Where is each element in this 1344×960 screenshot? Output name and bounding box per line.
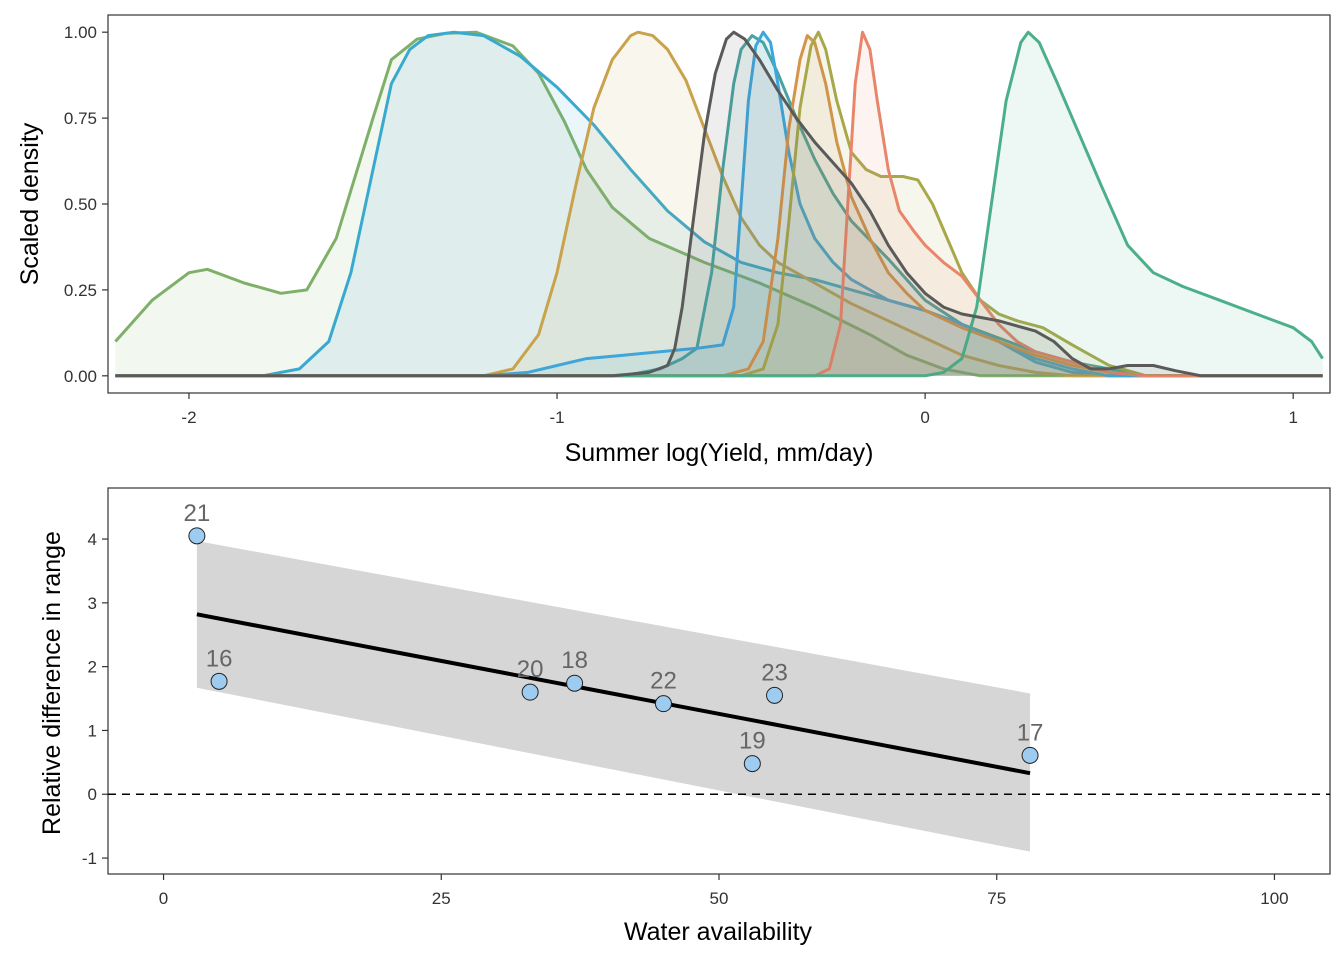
point-label-20: 20 <box>517 656 544 683</box>
point-label-17: 17 <box>1017 719 1044 746</box>
point-label-22: 22 <box>650 668 677 695</box>
confidence-band <box>196 540 1031 852</box>
scatter-point-23 <box>766 686 784 704</box>
scatter-x-tick-label: 0 <box>159 889 168 908</box>
scatter-y-tick-label: 1 <box>88 721 97 740</box>
density-curve-1 <box>114 30 1323 378</box>
scatter-y-tick-label: 4 <box>88 530 97 549</box>
scatter-point-22 <box>654 695 672 713</box>
density-y-tick-label: 1.00 <box>64 23 97 42</box>
density-x-axis: -2 -1 0 1 <box>181 393 1298 427</box>
scatter-y-tick-label: -1 <box>82 849 97 868</box>
density-x-tick-label: -2 <box>181 408 196 427</box>
scatter-x-tick-label: 25 <box>432 889 451 908</box>
density-x-tick-label: -1 <box>549 408 564 427</box>
scatter-y-axis-title: Relative difference in range <box>38 531 66 835</box>
density-curve-7 <box>115 30 1323 378</box>
scatter-x-tick-label: 100 <box>1260 889 1288 908</box>
density-curve-3 <box>115 30 1323 378</box>
scatter-x-tick-label: 50 <box>710 889 729 908</box>
scatter-point-18 <box>566 674 584 692</box>
density-fill-9 <box>115 32 1323 376</box>
scatter-point-16 <box>210 672 228 690</box>
density-y-tick-label: 0.00 <box>64 367 97 386</box>
scatter-x-axis-title: Water availability <box>624 918 813 946</box>
density-y-tick-label: 0.75 <box>64 109 97 128</box>
density-x-axis-title: Summer log(Yield, mm/day) <box>565 439 874 467</box>
point-label-19: 19 <box>739 728 766 755</box>
density-curve-10 <box>115 30 1323 378</box>
point-label-18: 18 <box>561 647 588 674</box>
point-label-23: 23 <box>761 659 788 686</box>
confidence-ribbon <box>196 540 1031 852</box>
density-fill-1 <box>115 32 1323 376</box>
regression-line <box>196 612 1031 776</box>
density-panel: -2 -1 0 1 0.00 0.25 0.50 0.75 1.00 Summer log(Y… <box>16 14 1331 467</box>
scatter-points: 21 16 20 18 22 19 23 17 <box>184 500 1044 773</box>
scatter-y-tick-label: 3 <box>88 594 97 613</box>
density-curve-8 <box>115 30 1323 378</box>
density-y-tick-label: 0.25 <box>64 281 97 300</box>
scatter-y-axis: -1 0 1 2 3 4 <box>82 530 108 868</box>
scatter-x-tick-label: 75 <box>987 889 1006 908</box>
scatter-point-17 <box>1021 746 1039 764</box>
density-x-tick-label: 0 <box>920 408 929 427</box>
scatter-y-tick-label: 2 <box>88 658 97 677</box>
density-fill-10 <box>115 32 1323 376</box>
density-areas <box>114 30 1324 378</box>
scatter-y-tick-label: 0 <box>88 785 97 804</box>
scatter-x-axis: 0 25 50 75 100 <box>159 874 1289 908</box>
density-curve-6 <box>115 34 1323 378</box>
density-fill-2 <box>115 32 1323 376</box>
scatter-point-19 <box>743 755 761 773</box>
density-curve-5 <box>115 30 1323 378</box>
point-label-21: 21 <box>184 500 211 527</box>
point-label-16: 16 <box>206 645 233 672</box>
scatter-point-21 <box>188 527 206 545</box>
density-x-tick-label: 1 <box>1288 408 1297 427</box>
density-y-tick-label: 0.50 <box>64 195 97 214</box>
density-curve-9 <box>115 30 1324 378</box>
fit-line <box>196 612 1031 776</box>
density-y-axis: 0.00 0.25 0.50 0.75 1.00 <box>64 23 108 386</box>
scatter-point-20 <box>521 683 539 701</box>
density-y-axis-title: Scaled density <box>16 122 44 285</box>
